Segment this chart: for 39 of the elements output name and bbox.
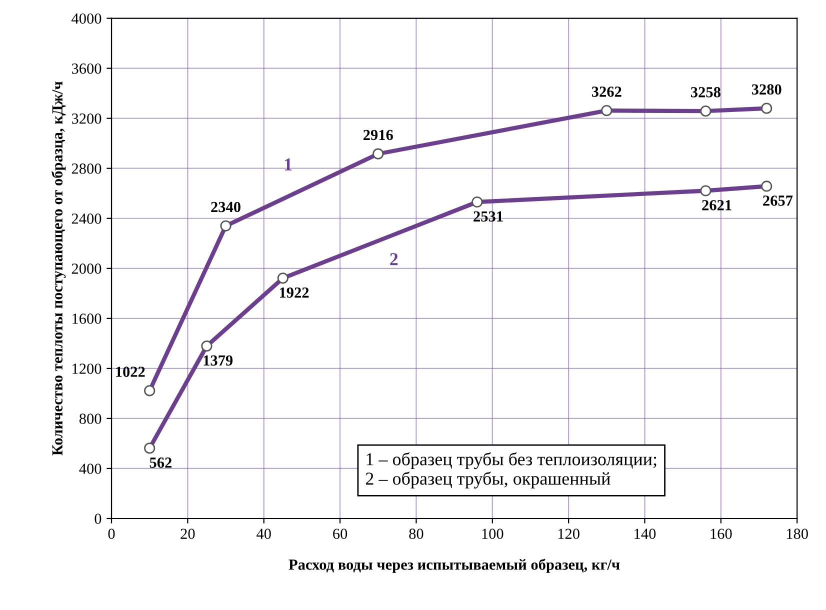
x-tick-label: 20	[180, 528, 195, 539]
y-tick-label: 800	[79, 414, 102, 424]
data-label: 562	[150, 458, 172, 468]
annotation: 1 – образец трубы без теплоизоляции;	[366, 452, 656, 470]
annotation: 2 – образец трубы, окрашенный	[366, 472, 610, 488]
y-tick-label: 1200	[72, 364, 102, 374]
data-label: 1022	[116, 366, 145, 377]
x-tick-label: 40	[256, 528, 271, 539]
data-label: 3262	[592, 86, 622, 97]
y-tick-label: 4000	[72, 13, 102, 24]
y-tick-label: 3600	[72, 63, 102, 74]
data-label: 3280	[752, 84, 782, 95]
data-label: 1922	[280, 287, 309, 298]
series-label: 1	[284, 158, 292, 170]
x-tick-label: 140	[634, 528, 656, 539]
x-tick-label: 80	[409, 528, 424, 539]
data-label: 1379	[204, 355, 233, 366]
y-tick-label: 2800	[72, 164, 102, 174]
data-label: 2916	[363, 130, 393, 140]
data-label: 2621	[702, 200, 732, 210]
data-label: 2531	[474, 211, 503, 222]
y-axis-title: Количество теплоты поступающего от образца, кДж/ч	[51, 82, 66, 456]
series-label: 2	[390, 253, 398, 266]
x-tick-label: 60	[333, 528, 348, 539]
y-tick-label: 0	[94, 514, 102, 524]
y-tick-label: 2400	[72, 214, 102, 224]
x-tick-label: 180	[786, 528, 808, 539]
x-tick-label: 160	[710, 528, 732, 539]
x-tick-label: 120	[558, 528, 580, 539]
data-label: 3258	[690, 87, 720, 98]
x-axis-title: Расход воды через испытываемый образец, кг/ч	[288, 558, 620, 573]
y-tick-label: 400	[79, 464, 102, 474]
y-tick-label: 2000	[72, 264, 102, 274]
data-label: 2657	[763, 196, 793, 206]
x-tick-label: 0	[108, 528, 115, 539]
x-tick-label: 100	[482, 528, 504, 539]
y-tick-label: 1600	[72, 314, 102, 324]
data-label: 2340	[211, 202, 240, 212]
y-tick-label: 3200	[72, 113, 102, 124]
